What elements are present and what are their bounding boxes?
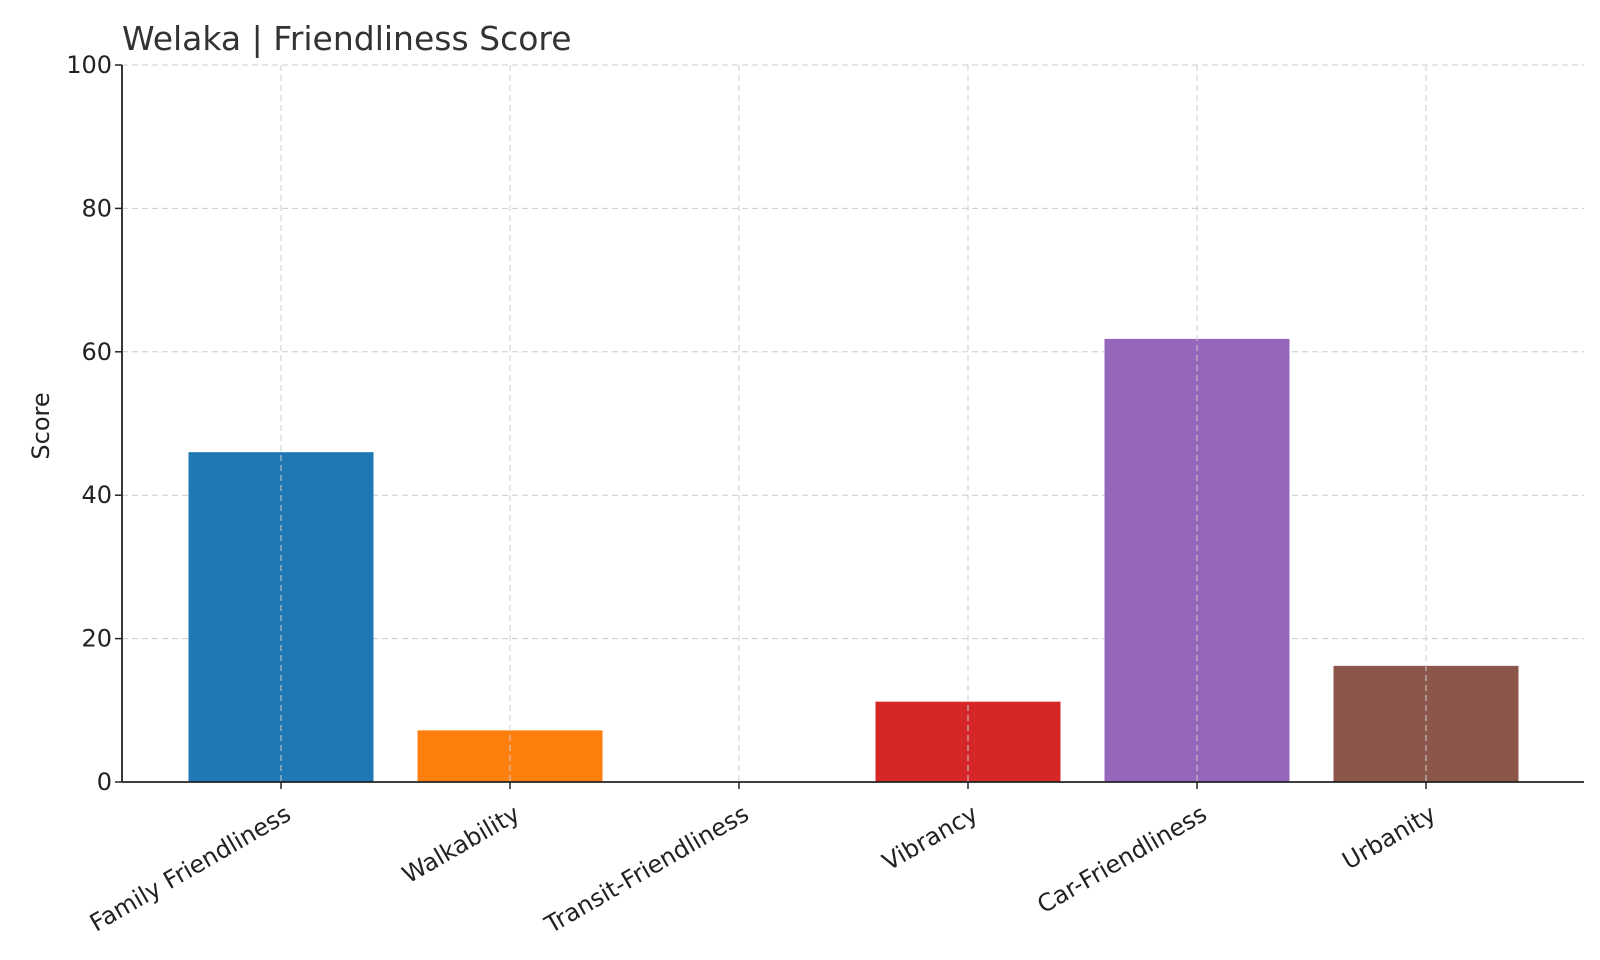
- x-tick-label: Transit-Friendliness: [539, 800, 753, 940]
- x-tick-label: Car-Friendliness: [1033, 800, 1212, 920]
- chart-title: Welaka | Friendliness Score: [122, 19, 572, 58]
- y-tick-label: 40: [81, 481, 112, 509]
- y-tick-label: 60: [81, 338, 112, 366]
- axes: [115, 64, 1584, 789]
- bar: [1333, 665, 1519, 782]
- y-axis-label: Score: [27, 392, 55, 459]
- y-tick-labels: 0 20 40 60 80 100: [66, 51, 112, 796]
- x-tick-label: Family Friendliness: [85, 800, 296, 938]
- bars: [188, 338, 1519, 782]
- x-tick-label: Urbanity: [1338, 800, 1441, 876]
- y-tick-label: 80: [81, 194, 112, 222]
- y-tick-label: 20: [81, 625, 112, 653]
- x-tick-labels: Family Friendliness Walkability Transit-Fr…: [85, 800, 1441, 940]
- y-tick-label: 0: [97, 768, 112, 796]
- x-tick-label: Walkability: [397, 800, 524, 890]
- x-tick-label: Vibrancy: [878, 800, 983, 877]
- y-tick-label: 100: [66, 51, 112, 79]
